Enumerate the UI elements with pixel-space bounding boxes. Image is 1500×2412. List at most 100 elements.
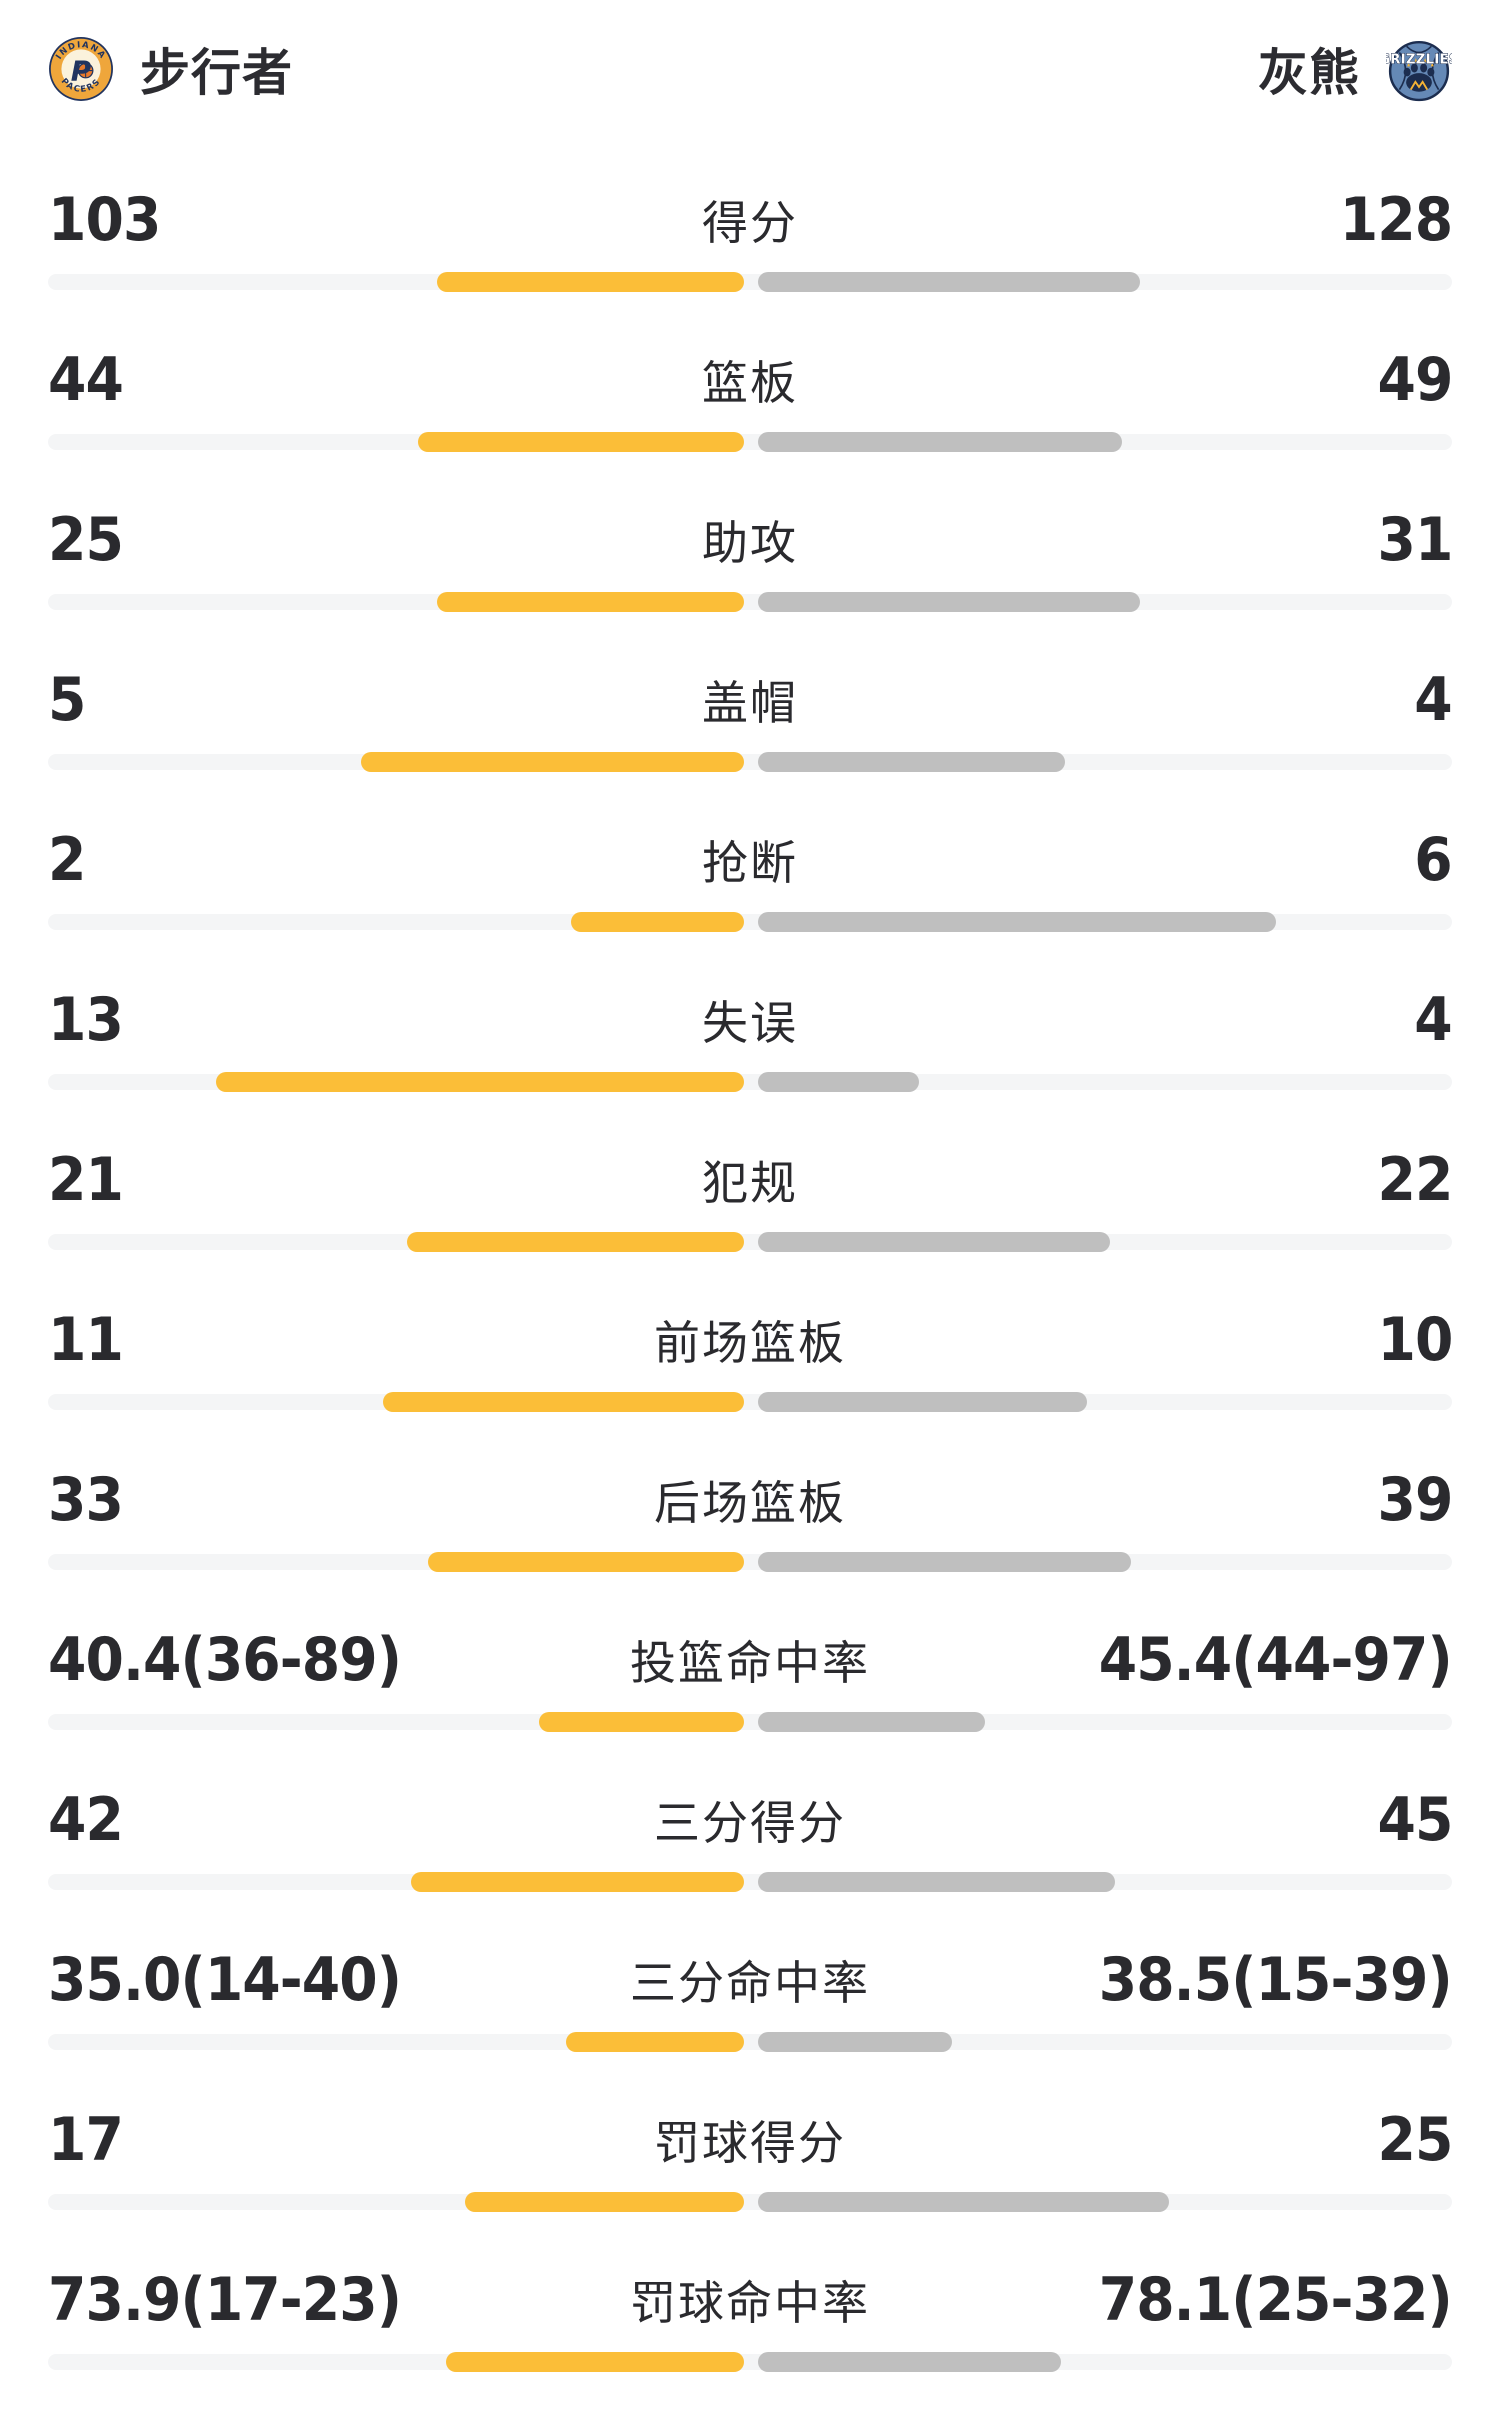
stat-label: 失误 [702, 996, 798, 1050]
bar-track [48, 2192, 1452, 2212]
home-bar [436, 272, 745, 292]
away-bar [758, 752, 1066, 772]
stat-values-line: 73.9(17-23) 罚球命中率 78.1(25-32) [48, 2264, 1453, 2336]
bar-track [48, 752, 1452, 772]
home-team-name: 步行者 [140, 44, 293, 102]
home-team: INDIANA PACERS P 步行者 [48, 33, 293, 105]
away-value: 6 [1414, 825, 1453, 895]
stat-label: 盖帽 [702, 676, 798, 730]
home-value: 103 [48, 185, 161, 255]
away-bar [758, 1552, 1132, 1572]
stat-label: 罚球命中率 [630, 2276, 870, 2330]
home-value: 35.0(14-40) [48, 1945, 402, 2015]
stat-row: 40.4(36-89) 投篮命中率 45.4(44-97) [48, 1612, 1453, 1772]
home-bar [571, 912, 745, 932]
stat-row: 33 后场篮板 39 [48, 1452, 1453, 1612]
stat-label: 抢断 [702, 836, 798, 890]
stat-row: 73.9(17-23) 罚球命中率 78.1(25-32) [48, 2252, 1453, 2412]
away-team: 灰熊 GRIZZLIES [1258, 33, 1452, 105]
home-value: 2 [48, 825, 86, 895]
home-value: 5 [48, 665, 86, 735]
home-bar [418, 432, 745, 452]
stat-row: 103 得分 128 [48, 172, 1453, 332]
stat-row: 17 罚球得分 25 [48, 2092, 1453, 2252]
stat-values-line: 5 盖帽 4 [48, 664, 1453, 736]
stat-label: 得分 [702, 196, 798, 250]
grizzlies-logo-banner-text: GRIZZLIES [1386, 52, 1452, 67]
stat-label: 助攻 [702, 516, 798, 570]
bar-track [48, 2352, 1452, 2372]
home-value: 33 [48, 1465, 124, 1535]
stat-label: 前场篮板 [654, 1316, 846, 1370]
stat-values-line: 33 后场篮板 39 [48, 1464, 1453, 1536]
stat-row: 13 失误 4 [48, 972, 1453, 1132]
away-value: 22 [1377, 1145, 1453, 1215]
away-bar [758, 432, 1122, 452]
home-bar [411, 1872, 745, 1892]
stat-row: 21 犯规 22 [48, 1132, 1453, 1292]
bar-track [48, 912, 1452, 932]
away-value: 10 [1377, 1305, 1453, 1375]
stat-row: 2 抢断 6 [48, 812, 1453, 972]
header: INDIANA PACERS P 步行者 灰熊 [48, 0, 1452, 112]
home-value: 13 [48, 985, 124, 1055]
stat-row: 25 助攻 31 [48, 492, 1453, 652]
away-value: 4 [1414, 985, 1453, 1055]
away-bar [758, 2192, 1170, 2212]
away-bar [758, 1232, 1111, 1252]
stat-values-line: 13 失误 4 [48, 984, 1453, 1056]
stat-row: 5 盖帽 4 [48, 652, 1453, 812]
home-bar [565, 2032, 745, 2052]
stat-label: 犯规 [702, 1156, 798, 1210]
bar-track [48, 1392, 1452, 1412]
home-bar [539, 1712, 745, 1732]
bar-track [48, 1552, 1452, 1572]
stat-row: 11 前场篮板 10 [48, 1292, 1453, 1452]
away-bar [758, 1872, 1115, 1892]
stat-label: 后场篮板 [654, 1476, 846, 1530]
home-value: 21 [48, 1145, 124, 1215]
away-bar [758, 1712, 986, 1732]
stat-values-line: 11 前场篮板 10 [48, 1304, 1453, 1376]
home-value: 42 [48, 1785, 124, 1855]
home-bar [428, 1552, 745, 1572]
home-bar [436, 592, 745, 612]
stat-label: 罚球得分 [654, 2116, 846, 2170]
away-bar [758, 1072, 920, 1092]
stats-list[interactable]: 103 得分 128 44 篮板 49 25 助攻 [48, 172, 1453, 2412]
away-value: 31 [1377, 505, 1453, 575]
pacers-logo-letter: P [71, 54, 92, 87]
stat-row: 42 三分得分 45 [48, 1772, 1453, 1932]
away-value: 25 [1377, 2105, 1453, 2175]
away-bar [758, 2032, 952, 2052]
home-bar [464, 2192, 745, 2212]
home-value: 40.4(36-89) [48, 1625, 402, 1695]
home-bar [407, 1232, 745, 1252]
away-value: 49 [1377, 345, 1453, 415]
home-value: 73.9(17-23) [48, 2265, 402, 2335]
grizzlies-logo: GRIZZLIES [1386, 40, 1452, 102]
away-team-name: 灰熊 [1258, 44, 1360, 102]
bar-track [48, 592, 1452, 612]
pacers-logo: INDIANA PACERS P [49, 37, 113, 101]
away-bar [758, 2352, 1062, 2372]
bar-track [48, 1232, 1452, 1252]
away-value: 39 [1377, 1465, 1453, 1535]
stat-label: 投篮命中率 [630, 1636, 870, 1690]
stat-row: 44 篮板 49 [48, 332, 1453, 492]
stat-values-line: 2 抢断 6 [48, 824, 1453, 896]
away-bar [758, 912, 1277, 932]
away-value: 128 [1339, 185, 1453, 255]
away-bar [758, 592, 1140, 612]
home-value: 25 [48, 505, 124, 575]
away-value: 4 [1414, 665, 1453, 735]
home-bar [360, 752, 745, 772]
away-value: 38.5(15-39) [1098, 1945, 1453, 2015]
home-value: 11 [48, 1305, 124, 1375]
away-value: 78.1(25-32) [1098, 2265, 1453, 2335]
stat-values-line: 103 得分 128 [48, 184, 1453, 256]
stat-values-line: 17 罚球得分 25 [48, 2104, 1453, 2176]
stat-label: 三分得分 [654, 1796, 846, 1850]
stat-values-line: 25 助攻 31 [48, 504, 1453, 576]
